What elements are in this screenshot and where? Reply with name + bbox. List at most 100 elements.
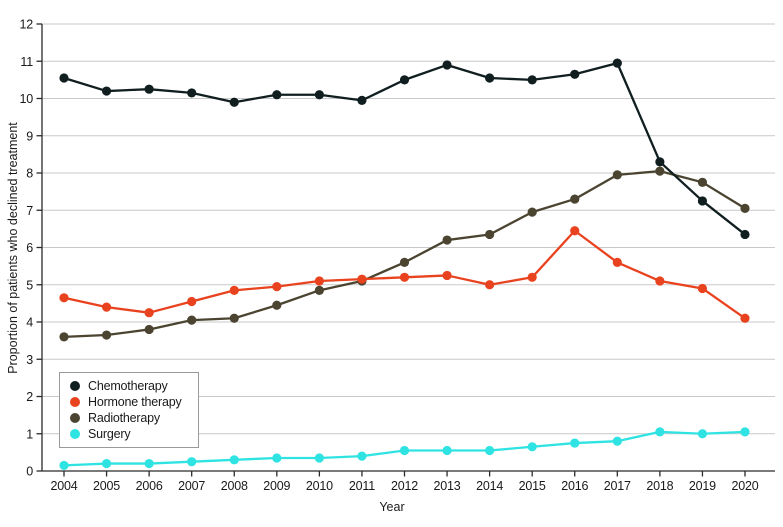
data-point-chemotherapy [570, 69, 580, 79]
x-tick-label: 2004 [50, 479, 77, 493]
data-point-surgery [485, 445, 495, 456]
x-tick-label: 2015 [519, 479, 546, 493]
data-point-hormone-therapy [697, 283, 708, 294]
legend-label: Hormone therapy [88, 395, 182, 409]
data-point-hormone-therapy [59, 293, 69, 303]
x-tick-label: 2011 [349, 479, 375, 493]
y-tick-label: 5 [26, 278, 33, 292]
data-point-radiotherapy [229, 313, 239, 323]
data-point-radiotherapy [101, 330, 112, 340]
data-point-surgery [59, 460, 69, 471]
data-point-surgery [357, 451, 367, 461]
y-tick-label: 1 [26, 427, 33, 441]
data-point-radiotherapy [655, 166, 665, 176]
data-point-hormone-therapy [570, 226, 580, 236]
data-point-radiotherapy [527, 207, 537, 217]
y-tick-label: 8 [26, 167, 33, 181]
data-point-surgery [697, 429, 708, 439]
data-point-hormone-therapy [357, 274, 367, 284]
series-line-radiotherapy [62, 169, 747, 339]
y-tick-label: 0 [26, 465, 33, 479]
legend-item: Chemotherapy [70, 379, 182, 393]
x-tick-label: 2012 [391, 479, 418, 493]
legend: Chemotherapy Hormone therapy Radiotherapy S… [59, 372, 199, 448]
y-tick-label: 7 [26, 204, 33, 218]
data-point-chemotherapy [399, 75, 410, 85]
data-point-surgery [101, 458, 112, 469]
data-point-hormone-therapy [144, 308, 154, 318]
data-point-chemotherapy [229, 97, 239, 107]
y-tick-label: 11 [20, 55, 33, 69]
x-tick-label: 2019 [689, 479, 716, 493]
data-point-surgery [229, 455, 239, 465]
data-point-hormone-therapy [612, 257, 622, 267]
data-point-chemotherapy [612, 58, 622, 68]
legend-item: Radiotherapy [70, 411, 182, 425]
x-tick-label: 2009 [263, 479, 290, 493]
legend-item: Hormone therapy [70, 395, 182, 409]
legend-swatch-circle-icon [70, 381, 80, 391]
data-point-hormone-therapy [399, 272, 410, 282]
legend-label: Surgery [88, 427, 131, 441]
y-tick-label: 12 [19, 18, 33, 32]
data-point-surgery [655, 427, 665, 437]
data-point-radiotherapy [144, 324, 154, 335]
data-point-surgery [612, 436, 622, 446]
x-tick-label: 2005 [93, 479, 120, 493]
data-point-radiotherapy [570, 194, 580, 204]
y-tick-label: 3 [26, 353, 33, 367]
data-point-radiotherapy [399, 257, 410, 267]
data-point-surgery [527, 442, 537, 452]
data-point-chemotherapy [655, 157, 665, 167]
y-tick-label: 4 [26, 316, 33, 330]
data-point-radiotherapy [697, 177, 708, 187]
data-point-radiotherapy [314, 285, 324, 295]
data-point-chemotherapy [442, 60, 452, 70]
data-point-surgery [399, 445, 410, 456]
x-tick-label: 2017 [604, 479, 631, 493]
data-point-hormone-therapy [527, 272, 537, 282]
data-point-surgery [740, 427, 750, 437]
data-point-hormone-therapy [485, 280, 495, 290]
x-axis-title: Year [379, 500, 405, 514]
x-tick-label: 2018 [646, 479, 673, 493]
x-tick-label: 2013 [434, 479, 461, 493]
data-point-surgery [272, 453, 282, 463]
data-point-chemotherapy [272, 90, 282, 100]
data-point-hormone-therapy [740, 313, 750, 323]
data-point-chemotherapy [314, 90, 324, 100]
series-line-chemotherapy [62, 61, 747, 236]
x-tick-label: 2016 [561, 479, 588, 493]
data-point-radiotherapy [187, 315, 197, 325]
data-point-chemotherapy [101, 86, 112, 96]
data-point-radiotherapy [485, 229, 495, 240]
data-point-chemotherapy [357, 95, 367, 105]
data-point-hormone-therapy [101, 302, 112, 312]
data-point-radiotherapy [59, 332, 69, 342]
legend-label: Chemotherapy [88, 379, 168, 393]
data-point-hormone-therapy [442, 270, 452, 281]
x-tick-label: 2020 [731, 479, 758, 493]
data-point-chemotherapy [144, 84, 154, 94]
data-point-radiotherapy [272, 300, 282, 310]
legend-swatch-circle-icon [70, 413, 80, 423]
data-point-hormone-therapy [655, 276, 665, 286]
x-tick-label: 2006 [136, 479, 163, 493]
data-point-chemotherapy [187, 88, 197, 98]
x-tick-label: 2010 [306, 479, 333, 493]
data-point-hormone-therapy [187, 296, 197, 307]
y-tick-label: 6 [26, 241, 33, 255]
data-point-surgery [144, 458, 154, 469]
data-point-surgery [570, 438, 580, 448]
data-point-chemotherapy [527, 75, 537, 85]
data-point-hormone-therapy [229, 285, 239, 295]
x-tick-label: 2008 [221, 479, 248, 493]
legend-item: Surgery [70, 427, 182, 441]
data-point-surgery [314, 453, 324, 463]
data-point-chemotherapy [697, 196, 708, 206]
x-tick-label: 2007 [178, 479, 205, 493]
data-point-surgery [442, 445, 452, 456]
data-point-radiotherapy [740, 203, 750, 213]
